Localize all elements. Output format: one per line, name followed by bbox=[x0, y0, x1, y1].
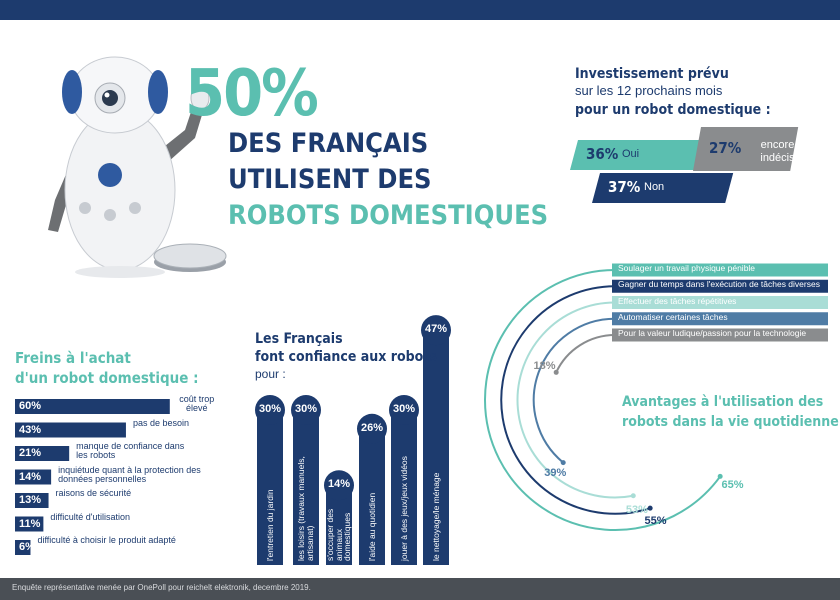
arc-end bbox=[630, 493, 636, 499]
category-label: encore indécis bbox=[760, 139, 795, 164]
bar bbox=[15, 516, 44, 532]
category-label: Oui bbox=[622, 148, 640, 160]
category-label: pas de besoin bbox=[132, 417, 189, 428]
category-label: inquiétude quant à la protection des don… bbox=[58, 464, 201, 484]
chart-title: font confiance aux robots bbox=[255, 349, 437, 365]
legend-label: Gagner du temps dans l'exécution de tâch… bbox=[618, 279, 820, 290]
chart-title: sur les 12 prochains mois bbox=[575, 83, 723, 98]
headline-number: 50% bbox=[185, 57, 319, 131]
arc bbox=[532, 317, 616, 464]
chart-title: Investissement prévu bbox=[575, 66, 729, 82]
value-label: 65% bbox=[721, 478, 744, 491]
arc-end bbox=[560, 460, 566, 466]
bar bbox=[391, 410, 417, 565]
bar-cap bbox=[324, 470, 354, 501]
value-label: 21% bbox=[19, 447, 42, 459]
arc bbox=[500, 285, 651, 515]
chart-title: robots dans la vie quotidienne : bbox=[622, 414, 840, 430]
bar bbox=[592, 173, 734, 203]
category-label: s'occuper des animaux domestiques bbox=[324, 508, 353, 561]
arc bbox=[516, 301, 634, 499]
category-label: les loisirs (travaux manuels, artisanat) bbox=[296, 456, 315, 561]
legend-label: Soulager un travail physique pénible bbox=[618, 263, 756, 273]
value-label: 18% bbox=[533, 360, 556, 373]
category-label: raisons de sécurité bbox=[55, 488, 132, 498]
bar-cap bbox=[389, 395, 419, 425]
arc-end bbox=[647, 505, 653, 511]
footer-note: Enquête représentative menée par OnePoll… bbox=[12, 583, 311, 592]
legend-box bbox=[612, 263, 828, 277]
value-label: 53% bbox=[625, 503, 648, 516]
value-label: 39% bbox=[544, 467, 567, 480]
value-label: 30% bbox=[392, 403, 416, 415]
headline-line: UTILISENT DES bbox=[228, 164, 432, 195]
value-label: 55% bbox=[644, 515, 667, 528]
value-label: 37% bbox=[608, 178, 641, 196]
headline-line: DES FRANÇAIS bbox=[228, 128, 429, 159]
chart-subtitle: pour : bbox=[255, 367, 286, 381]
category-label: difficulté d'utilisation bbox=[50, 511, 130, 522]
bar bbox=[15, 422, 126, 438]
top-band bbox=[0, 0, 840, 20]
bar bbox=[15, 446, 70, 461]
bar bbox=[15, 469, 52, 485]
bar bbox=[423, 330, 449, 565]
legend-label: Pour la valeur ludique/passion pour la t… bbox=[618, 328, 807, 338]
value-label: 60% bbox=[19, 400, 42, 412]
chart-title: Freins à l'achat bbox=[15, 349, 131, 367]
value-label: 26% bbox=[360, 421, 384, 434]
value-label: 11% bbox=[19, 517, 41, 530]
chart-title: Avantages à l'utilisation des bbox=[622, 394, 824, 410]
bar-cap bbox=[291, 395, 321, 425]
arc bbox=[484, 269, 721, 531]
legend-box bbox=[612, 279, 828, 293]
footer-band bbox=[0, 578, 840, 600]
bar bbox=[570, 140, 708, 170]
bar bbox=[257, 410, 283, 565]
bar bbox=[15, 399, 170, 414]
category-label: difficulté à choisir le produit adapté bbox=[37, 535, 176, 545]
arc-end bbox=[717, 473, 723, 479]
value-label: 30% bbox=[294, 403, 318, 415]
bar-cap bbox=[421, 315, 451, 346]
legend-label: Effectuer des tâches répétitives bbox=[618, 295, 737, 306]
category-label: Non bbox=[644, 181, 665, 193]
legend-box bbox=[612, 328, 828, 342]
bar bbox=[293, 410, 319, 565]
chart-title: d'un robot domestique : bbox=[15, 369, 199, 387]
bar-cap bbox=[255, 395, 285, 425]
bar bbox=[15, 540, 31, 555]
value-label: 36% bbox=[586, 145, 619, 163]
value-label: 14% bbox=[327, 478, 351, 491]
legend-box bbox=[612, 296, 828, 309]
value-label: 47% bbox=[424, 323, 448, 336]
headline-line: ROBOTS DOMESTIQUES bbox=[228, 200, 549, 231]
bar bbox=[15, 493, 49, 508]
value-label: 30% bbox=[258, 403, 282, 415]
legend-box bbox=[612, 312, 828, 326]
value-label: 13% bbox=[19, 494, 42, 506]
value-label: 27% bbox=[709, 139, 742, 157]
category-label: coût trop élevé bbox=[179, 394, 215, 414]
value-label: 6% bbox=[19, 541, 35, 553]
category-label: le nettoyage/le ménage bbox=[430, 472, 441, 561]
value-label: 43% bbox=[19, 423, 42, 436]
arc bbox=[555, 334, 616, 373]
category-label: l'entretien du jardin bbox=[264, 489, 275, 561]
chart-title: pour un robot domestique : bbox=[575, 102, 771, 118]
category-label: jouer à des jeux/jeux vidéos bbox=[398, 456, 409, 561]
value-label: 14% bbox=[19, 470, 42, 483]
bar bbox=[359, 428, 385, 565]
bar bbox=[693, 127, 799, 171]
category-label: manque de confiance dans les robots bbox=[76, 441, 185, 461]
category-label: l'aide au quotidien bbox=[366, 492, 377, 561]
chart-title: Les Français bbox=[255, 331, 343, 347]
robot-illustration bbox=[48, 56, 227, 278]
arc-end bbox=[553, 369, 559, 375]
legend-label: Automatiser certaines tâches bbox=[618, 311, 728, 322]
bar-cap bbox=[357, 413, 387, 444]
